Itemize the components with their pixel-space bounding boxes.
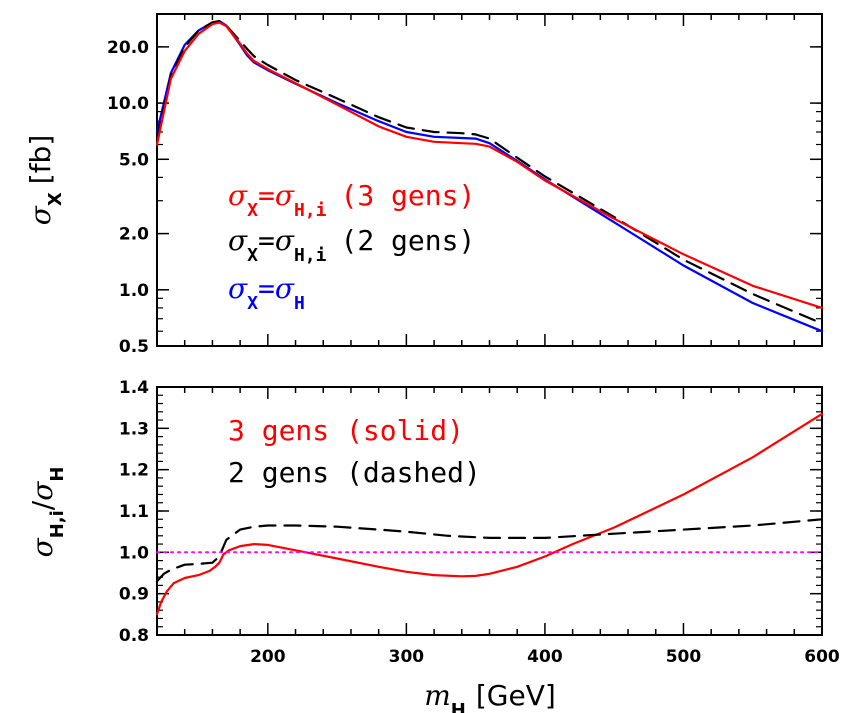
- y-tick-label: 1.1: [119, 502, 149, 522]
- legend-entry-3-gens: σX=σH,i (3 gens): [228, 179, 475, 221]
- y-tick-label: 1.4: [119, 378, 149, 398]
- bottom-ylabel-symbol: σ: [26, 537, 59, 557]
- bottom-ylabel-slash: /: [26, 500, 59, 510]
- y-tick-label: 0.8: [119, 626, 149, 646]
- x-tick-label: 200: [250, 647, 286, 667]
- legend-3-lhs-sub: X: [247, 293, 258, 314]
- bottom-legend: 3 gens (solid) 2 gens (dashed): [228, 414, 481, 489]
- legend-1-note: (3 gens): [340, 179, 475, 212]
- legend-3-gens-solid: 3 gens (solid): [228, 414, 464, 447]
- legend-1-lhs: σ: [228, 179, 248, 212]
- bottom-xlabel-sub: H: [451, 700, 466, 713]
- x-tick-label: 300: [389, 647, 425, 667]
- legend-3-lhs: σ: [228, 272, 248, 305]
- legend-entry-2-gens: σX=σH,i (2 gens): [228, 224, 475, 266]
- legend-3-rhs-sub: H: [294, 293, 305, 314]
- x-tick-label: 500: [666, 647, 702, 667]
- bottom-xlabel-symbol: m: [424, 679, 451, 712]
- bottom-series-group: [155, 412, 824, 616]
- legend-2-note: (2 gens): [340, 224, 475, 257]
- top-tick-labels: 0.5 1.0 2.0 5.0 10.0 20.0: [107, 38, 149, 357]
- legend-1-lhs-sub: X: [247, 200, 258, 221]
- bottom-tick-labels: 0.8 0.9 1.0 1.1 1.2 1.3 1.4 200 300 400 500 600: [119, 378, 840, 667]
- legend-3-eq: =: [258, 272, 275, 305]
- top-panel: 0.51.02.05.010.020.0 σX[fb] σX=σH,i (3 ge…: [24, 13, 824, 357]
- bottom-ticks: [156, 386, 823, 636]
- legend-3-rhs: σ: [275, 272, 295, 305]
- top-series-line-0: [155, 20, 824, 333]
- y-tick-label: 0.5: [119, 337, 149, 357]
- top-ylabel-unit: [fb]: [24, 135, 57, 184]
- legend-entry-sigma-h: σX=σH: [228, 272, 305, 314]
- bottom-xlabel: mH [GeV]: [424, 679, 556, 713]
- x-tick-label: 600: [804, 647, 840, 667]
- legend-2-gens-dashed: 2 gens (dashed): [228, 456, 481, 489]
- y-tick-label: 20.0: [107, 38, 149, 58]
- x-tick-label: 400: [527, 647, 563, 667]
- bottom-ylabel-sub: H,i: [47, 510, 68, 538]
- top-ylabel-symbol: σ: [24, 205, 57, 225]
- top-ylabel-sub: X: [45, 192, 66, 206]
- legend-2-rhs-sub: H,i: [294, 245, 327, 266]
- top-series-line-1: [155, 20, 824, 325]
- y-tick-label: 5.0: [119, 150, 149, 170]
- bottom-series-line-0: [155, 412, 824, 616]
- bottom-ylabel-symbol2: σ: [26, 481, 59, 501]
- y-tick-label: 0.9: [119, 585, 149, 605]
- legend-2-lhs: σ: [228, 224, 248, 257]
- top-series-line-2: [155, 21, 824, 309]
- bottom-ylabel-sub2: H: [47, 467, 68, 482]
- legend-1-rhs-sub: H,i: [294, 200, 327, 221]
- top-ylabel: σX [fb]: [24, 135, 66, 226]
- bottom-series-line-1: [155, 518, 824, 583]
- legend-1-rhs: σ: [275, 179, 295, 212]
- y-tick-label: 1.0: [119, 281, 149, 301]
- legend-2-lhs-sub: X: [247, 245, 258, 266]
- legend-1-eq: =: [258, 179, 275, 212]
- y-tick-label: 1.2: [119, 461, 149, 481]
- y-tick-label: 10.0: [107, 94, 149, 114]
- bottom-xlabel-unit: [GeV]: [476, 679, 556, 712]
- top-legend: σX=σH,i (3 gens) σX=σH,i (2 gens) σX=σH: [228, 179, 475, 314]
- y-tick-label: 1.3: [119, 419, 149, 439]
- legend-2-rhs: σ: [275, 224, 295, 257]
- legend-2-eq: =: [258, 224, 275, 257]
- y-tick-label: 2.0: [119, 225, 149, 245]
- y-tick-label: 1.0: [119, 543, 149, 563]
- bottom-ylabel: σH,i/σH: [26, 467, 68, 558]
- top-series-group: [155, 20, 824, 333]
